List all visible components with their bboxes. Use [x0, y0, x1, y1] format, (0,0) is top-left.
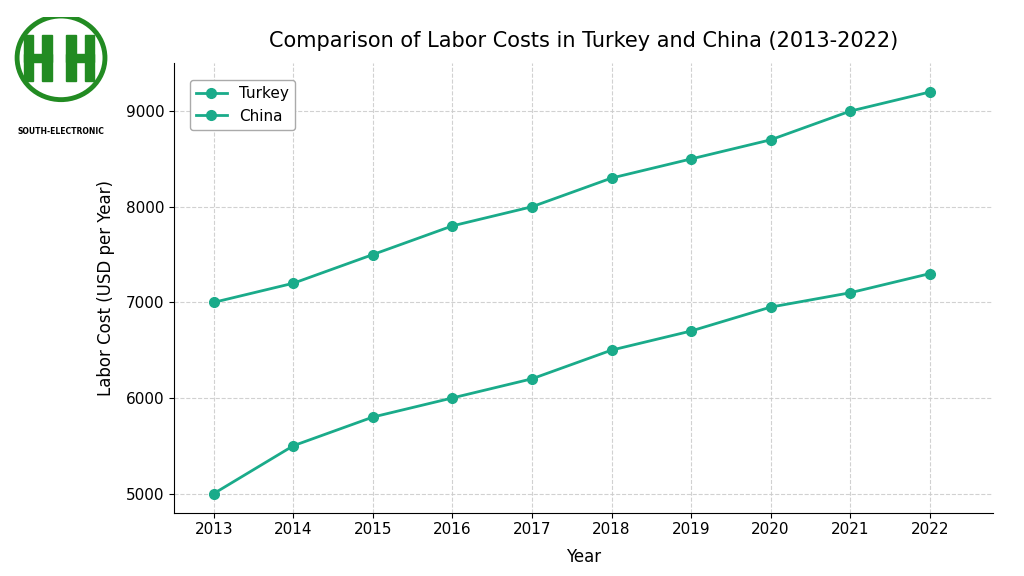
- Turkey: [526, 203, 539, 210]
- Turkey: [367, 251, 379, 258]
- Bar: [85, 35, 94, 81]
- China: [685, 328, 697, 335]
- China: [765, 304, 777, 310]
- Bar: [24, 35, 33, 81]
- Bar: [67, 54, 94, 62]
- Y-axis label: Labor Cost (USD per Year): Labor Cost (USD per Year): [96, 180, 115, 396]
- Turkey: [446, 222, 459, 229]
- Turkey: [605, 175, 617, 181]
- Turkey: [685, 156, 697, 162]
- China: [844, 289, 856, 296]
- Line: Turkey: Turkey: [209, 87, 935, 307]
- X-axis label: Year: Year: [566, 548, 601, 566]
- China: [924, 270, 936, 277]
- Bar: [24, 54, 51, 62]
- Turkey: [844, 108, 856, 115]
- China: [367, 414, 379, 420]
- Turkey: [924, 89, 936, 96]
- Turkey: [208, 299, 220, 306]
- China: [605, 347, 617, 354]
- Text: SOUTH-ELECTRONIC: SOUTH-ELECTRONIC: [17, 127, 104, 136]
- China: [208, 490, 220, 497]
- Bar: [67, 35, 76, 81]
- China: [446, 395, 459, 401]
- Bar: [42, 35, 51, 81]
- Turkey: [765, 137, 777, 143]
- China: [526, 376, 539, 382]
- China: [288, 442, 300, 449]
- Line: China: China: [209, 269, 935, 498]
- Title: Comparison of Labor Costs in Turkey and China (2013-2022): Comparison of Labor Costs in Turkey and …: [269, 31, 898, 51]
- Legend: Turkey, China: Turkey, China: [189, 80, 295, 130]
- Turkey: [288, 280, 300, 287]
